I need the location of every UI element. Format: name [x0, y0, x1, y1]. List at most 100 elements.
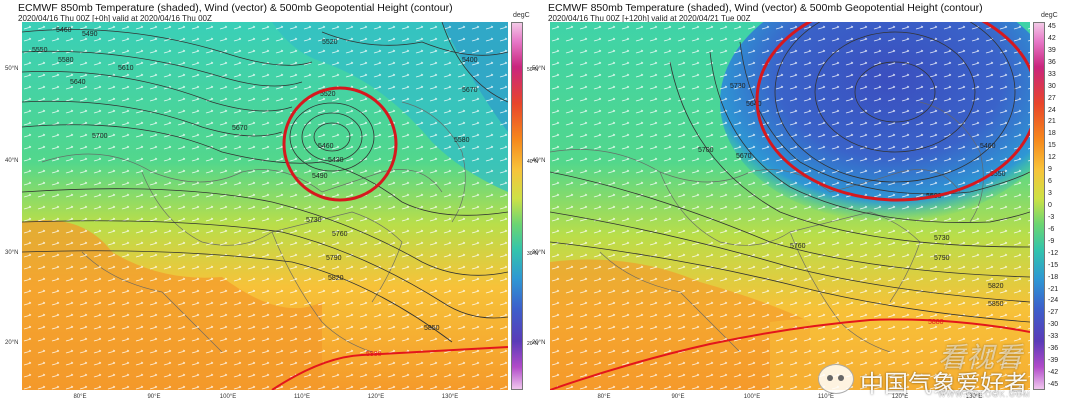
colorbar-tick: -12: [1048, 249, 1059, 257]
lon-label: 110°E: [294, 394, 310, 400]
svg-text:5790: 5790: [934, 255, 950, 262]
svg-text:5610: 5610: [118, 65, 134, 72]
svg-text:5850: 5850: [424, 325, 440, 332]
colorbar-tick: -27: [1048, 309, 1059, 317]
colorbar-tick: -15: [1048, 261, 1059, 269]
colorbar-tick: 45: [1048, 23, 1056, 30]
colorbar-tick: 0: [1048, 202, 1052, 209]
colorbar-tick: 12: [1048, 154, 1056, 162]
svg-text:5550: 5550: [32, 47, 48, 54]
map-canvas: 5460 5490 5550 5580 5610 5640 5520 5700 …: [22, 22, 508, 390]
colorbar: [511, 22, 523, 390]
colorbar-title: degC: [513, 12, 530, 19]
colorbar-tick: -18: [1048, 273, 1059, 281]
colorbar-tick: -33: [1048, 333, 1059, 341]
weather-map: 5460 5490 5550 5580 5610 5640 5520 5700 …: [22, 22, 508, 390]
svg-text:5880: 5880: [366, 351, 382, 358]
colorbar-tick: 39: [1048, 46, 1056, 54]
watermark-top-text: 看视看: [938, 341, 1023, 374]
colorbar-tick: -36: [1048, 345, 1059, 353]
svg-text:5520: 5520: [320, 91, 336, 98]
colorbar-tick: 21: [1048, 118, 1056, 126]
colorbar-title: degC: [1041, 12, 1058, 19]
svg-text:5760: 5760: [790, 243, 806, 250]
colorbar-tick: 9: [1048, 166, 1052, 174]
colorbar-tick: 3: [1048, 190, 1052, 198]
colorbar-tick: 42: [1048, 34, 1056, 42]
lat-label: 20°N: [532, 340, 546, 346]
colorbar-tick: 50°N: [527, 67, 539, 73]
svg-text:5700: 5700: [92, 133, 108, 140]
panel-title: ECMWF 850mb Temperature (shaded), Wind (…: [18, 2, 453, 14]
colorbar-tick: -45: [1048, 381, 1059, 388]
colorbar-tick: 6: [1048, 178, 1052, 186]
svg-text:5580: 5580: [454, 137, 470, 144]
watermark-url: WWW.FOLOOK.COM: [938, 390, 1031, 399]
svg-text:5790: 5790: [326, 255, 342, 262]
panel-title: ECMWF 850mb Temperature (shaded), Wind (…: [548, 2, 983, 14]
panel-subtitle: 2020/04/16 Thu 00Z [+120h] valid at 2020…: [548, 14, 751, 23]
lon-label: 90°E: [671, 394, 685, 400]
map-panel-left: ECMWF 850mb Temperature (shaded), Wind (…: [5, 2, 539, 400]
map-canvas: 5730 5640 5700 5670 5760 5730 5790 5820 …: [550, 22, 1030, 390]
svg-text:5580: 5580: [58, 57, 74, 64]
svg-text:5490: 5490: [82, 31, 98, 38]
svg-text:5730: 5730: [730, 83, 746, 90]
colorbar-tick: 30: [1048, 82, 1056, 90]
wind-vectors: [550, 22, 1030, 390]
lon-label: 100°E: [743, 394, 761, 400]
svg-text:5730: 5730: [934, 235, 950, 242]
lat-label: 20°N: [5, 340, 19, 346]
colorbar-tick: 30°N: [527, 251, 539, 257]
svg-text:5520: 5520: [322, 39, 338, 46]
colorbar-tick: -6: [1048, 225, 1055, 233]
contour-labels: 5460 5490 5550 5580 5610 5640 5520 5700 …: [32, 27, 478, 358]
highlight-circle: [755, 22, 1030, 202]
colorbar-tick: -30: [1048, 321, 1059, 329]
svg-text:5460: 5460: [318, 143, 334, 150]
colorbar-tick: -24: [1048, 297, 1059, 305]
svg-text:5850: 5850: [988, 301, 1004, 308]
colorbar-tick: 36: [1048, 58, 1056, 66]
svg-text:5880: 5880: [928, 319, 944, 326]
svg-text:5670: 5670: [462, 87, 478, 94]
svg-text:5670: 5670: [232, 125, 248, 132]
highlight-circle: [282, 86, 398, 202]
lat-label: 30°N: [5, 250, 19, 256]
lon-label: 80°E: [73, 394, 87, 400]
lon-label: 90°E: [147, 394, 161, 400]
svg-text:5550: 5550: [990, 171, 1006, 178]
map-panel-right: ECMWF 850mb Temperature (shaded), Wind (…: [532, 0, 1080, 410]
colorbar: [1033, 22, 1045, 390]
colorbar-tick: 33: [1048, 70, 1056, 78]
lat-label: 40°N: [532, 158, 546, 164]
colorbar-tick: -9: [1048, 237, 1055, 245]
lon-label: 130°E: [965, 394, 983, 400]
contour-labels: 5730 5640 5700 5670 5760 5730 5790 5820 …: [698, 83, 1006, 326]
lat-label: 40°N: [5, 158, 19, 164]
contour-5880: [550, 318, 1030, 390]
colorbar-tick: -3: [1048, 213, 1055, 221]
lon-label: 120°E: [367, 394, 385, 400]
lat-label: 30°N: [532, 250, 546, 256]
colorbar-tick: 15: [1048, 142, 1056, 150]
svg-text:5670: 5670: [736, 153, 752, 160]
lat-label: 50°N: [532, 66, 546, 72]
wind-vectors: [22, 22, 508, 390]
geopotential-contours: [550, 22, 1030, 323]
panel-subtitle: 2020/04/16 Thu 00Z [+0h] valid at 2020/0…: [18, 14, 212, 23]
svg-text:5490: 5490: [312, 173, 328, 180]
wechat-logo-icon: [818, 364, 854, 394]
lon-label: 130°E: [441, 394, 459, 400]
svg-text:5820: 5820: [988, 283, 1004, 290]
lon-label: 80°E: [597, 394, 611, 400]
colorbar-tick: 27: [1048, 94, 1056, 102]
colorbar-tick: -21: [1048, 285, 1059, 293]
svg-text:5640: 5640: [70, 79, 86, 86]
contour-5880: [271, 346, 508, 390]
watermark: 看视看 中国气象爱好者 WWW.FOLOOK.COM: [818, 340, 1068, 400]
lat-label: 50°N: [5, 66, 19, 72]
colorbar-tick: 24: [1048, 106, 1056, 114]
watermark-brand: 中国气象爱好者: [860, 370, 1028, 398]
svg-text:5820: 5820: [328, 275, 344, 282]
